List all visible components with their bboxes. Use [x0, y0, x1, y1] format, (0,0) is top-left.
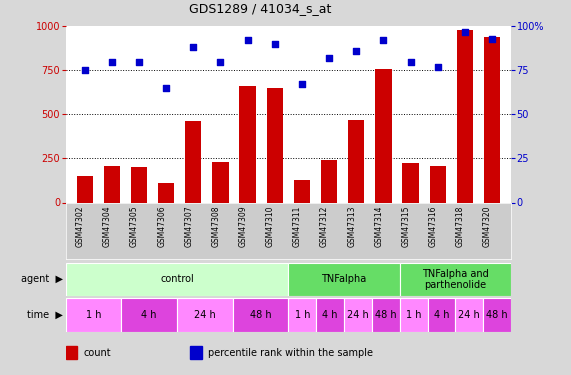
Point	[297, 81, 307, 87]
Text: GSM47320: GSM47320	[483, 206, 492, 247]
Bar	[429, 166, 446, 202]
Text: 48 h: 48 h	[250, 310, 271, 320]
Bar	[321, 160, 337, 202]
Bar	[131, 167, 147, 202]
Bar	[456, 298, 483, 332]
Text: 4 h: 4 h	[434, 310, 449, 320]
Text: GSM47307: GSM47307	[184, 206, 194, 247]
Bar	[212, 162, 228, 202]
Text: agent  ▶: agent ▶	[21, 274, 63, 284]
Bar	[233, 298, 288, 332]
Text: 48 h: 48 h	[486, 310, 508, 320]
Bar	[267, 88, 283, 202]
Text: GSM47313: GSM47313	[347, 206, 356, 247]
Point	[216, 58, 225, 64]
Bar	[344, 298, 372, 332]
Bar	[375, 69, 392, 203]
Bar	[177, 298, 233, 332]
Text: TNFalpha and
parthenolide: TNFalpha and parthenolide	[422, 268, 489, 290]
Bar	[457, 30, 473, 202]
Text: GSM47312: GSM47312	[320, 206, 329, 247]
Bar	[348, 120, 364, 202]
Text: GSM47308: GSM47308	[211, 206, 220, 247]
Point	[189, 44, 198, 50]
Bar	[122, 298, 177, 332]
Text: 48 h: 48 h	[375, 310, 397, 320]
Text: GSM47318: GSM47318	[456, 206, 465, 247]
Bar	[185, 122, 202, 202]
Point	[460, 28, 469, 34]
Bar	[158, 183, 174, 203]
Text: GSM47309: GSM47309	[239, 206, 248, 247]
Text: GSM47310: GSM47310	[266, 206, 275, 247]
Point	[107, 58, 116, 64]
Bar	[66, 346, 77, 359]
Bar	[403, 163, 419, 202]
Point	[80, 68, 89, 74]
Bar	[400, 262, 511, 296]
Bar	[239, 86, 256, 202]
Bar	[288, 262, 400, 296]
Text: GSM47305: GSM47305	[130, 206, 139, 247]
Text: percentile rank within the sample: percentile rank within the sample	[208, 348, 373, 358]
Bar	[66, 298, 122, 332]
Text: GSM47315: GSM47315	[401, 206, 411, 247]
Point	[352, 48, 361, 54]
Point	[433, 64, 443, 70]
Text: GDS1289 / 41034_s_at: GDS1289 / 41034_s_at	[188, 2, 331, 15]
Text: 4 h: 4 h	[142, 310, 157, 320]
Text: 24 h: 24 h	[347, 310, 369, 320]
Bar	[483, 298, 511, 332]
Point	[488, 36, 497, 42]
Point	[270, 41, 279, 47]
Text: 1 h: 1 h	[406, 310, 421, 320]
Bar	[400, 298, 428, 332]
Text: GSM47302: GSM47302	[76, 206, 85, 247]
Bar	[294, 180, 310, 203]
Text: 4 h: 4 h	[323, 310, 338, 320]
Bar	[316, 298, 344, 332]
Text: 1 h: 1 h	[86, 310, 101, 320]
Text: time  ▶: time ▶	[27, 310, 63, 320]
Text: TNFalpha: TNFalpha	[321, 274, 367, 284]
Text: count: count	[83, 348, 111, 358]
Bar	[190, 346, 202, 359]
Text: GSM47316: GSM47316	[429, 206, 438, 247]
Text: GSM47306: GSM47306	[157, 206, 166, 247]
Bar	[104, 166, 120, 202]
Point	[162, 85, 171, 91]
Point	[243, 38, 252, 44]
Bar	[288, 298, 316, 332]
Point	[134, 58, 143, 64]
Bar	[372, 298, 400, 332]
Bar	[428, 298, 456, 332]
Text: GSM47311: GSM47311	[293, 206, 302, 247]
Bar	[66, 262, 288, 296]
Text: 24 h: 24 h	[459, 310, 480, 320]
Point	[406, 58, 415, 64]
Point	[379, 38, 388, 44]
Text: control: control	[160, 274, 194, 284]
Point	[324, 55, 333, 61]
Text: 1 h: 1 h	[295, 310, 310, 320]
Text: GSM47304: GSM47304	[103, 206, 112, 247]
Text: GSM47314: GSM47314	[375, 206, 383, 247]
Text: 24 h: 24 h	[194, 310, 216, 320]
Bar	[77, 176, 93, 203]
Bar	[484, 37, 500, 203]
